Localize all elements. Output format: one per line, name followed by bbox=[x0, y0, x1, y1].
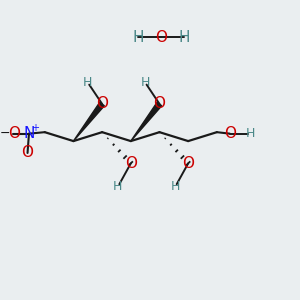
Text: H: H bbox=[83, 76, 92, 89]
Text: −: − bbox=[0, 127, 11, 140]
Text: N: N bbox=[23, 126, 35, 141]
Polygon shape bbox=[74, 102, 104, 141]
Text: H: H bbox=[113, 180, 123, 193]
Text: O: O bbox=[224, 126, 236, 141]
Text: O: O bbox=[96, 96, 108, 111]
Text: H: H bbox=[132, 30, 144, 45]
Text: O: O bbox=[9, 126, 21, 141]
Text: H: H bbox=[178, 30, 190, 45]
Text: O: O bbox=[125, 156, 137, 171]
Text: H: H bbox=[171, 180, 180, 193]
Text: H: H bbox=[246, 127, 255, 140]
Text: O: O bbox=[154, 96, 166, 111]
Text: O: O bbox=[22, 146, 34, 160]
Polygon shape bbox=[131, 102, 162, 141]
Text: +: + bbox=[31, 123, 39, 133]
Text: O: O bbox=[182, 156, 194, 171]
Text: O: O bbox=[155, 30, 167, 45]
Text: H: H bbox=[140, 76, 150, 89]
